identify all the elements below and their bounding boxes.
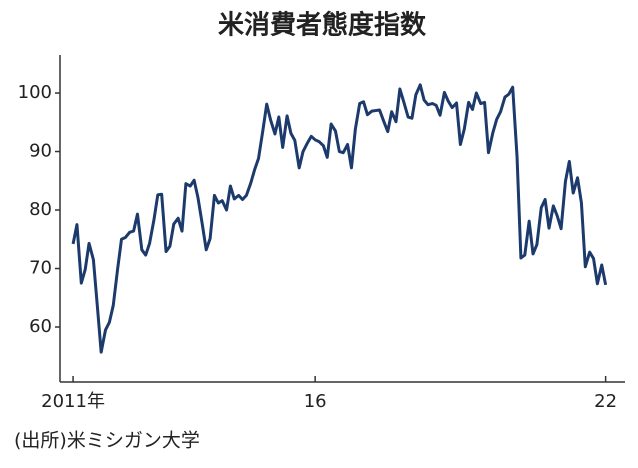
chart-title: 米消費者態度指数 [218, 10, 427, 41]
line-series [71, 83, 608, 354]
x-tick-label: 2011年 [41, 391, 105, 412]
y-tick-label: 80 [29, 199, 52, 220]
x-tick-label: 16 [304, 391, 327, 412]
y-tick-label: 100 [18, 82, 52, 103]
x-tick-label: 22 [594, 391, 617, 412]
source-note: (出所)米ミシガン大学 [14, 430, 200, 452]
y-tick-label: 70 [29, 258, 52, 279]
y-tick-label: 60 [29, 316, 52, 337]
y-tick-label: 90 [29, 141, 52, 162]
